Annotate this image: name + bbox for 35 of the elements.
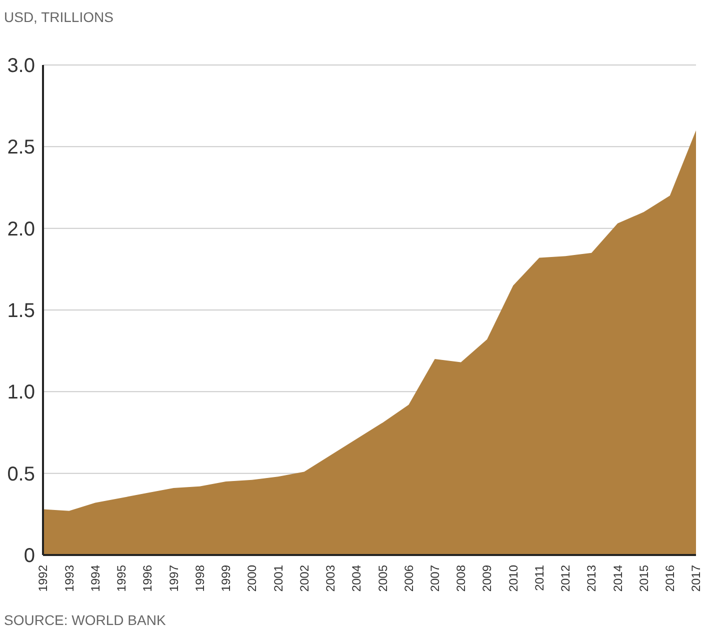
x-tick-label: 1993 <box>62 564 76 592</box>
x-tick-label: 2000 <box>245 564 260 592</box>
y-tick-label: 1.0 <box>7 382 35 404</box>
y-tick-label: 0.5 <box>7 463 35 486</box>
x-tick-label: 2007 <box>428 564 442 592</box>
y-axis-title: USD, TRILLIONS <box>4 9 114 25</box>
x-tick-label: 1998 <box>192 564 207 592</box>
x-tick-label: 1997 <box>166 564 181 592</box>
x-tick-label: 2009 <box>480 564 494 592</box>
y-tick-label: 2.5 <box>7 136 35 159</box>
y-tick-label: 2.0 <box>7 218 35 240</box>
x-tick-label: 2001 <box>271 564 286 592</box>
x-tick-label: 1999 <box>219 564 234 592</box>
x-tick-label: 2005 <box>376 564 390 592</box>
source-note: SOURCE: WORLD BANK <box>4 612 166 628</box>
x-tick-label: 1995 <box>114 564 129 592</box>
x-tick-label: 2003 <box>324 564 338 592</box>
x-tick-label: 2016 <box>663 564 678 592</box>
x-tick-label: 2008 <box>454 564 468 592</box>
y-tick-label: 0 <box>24 545 35 567</box>
x-tick-label: 2015 <box>636 564 651 592</box>
x-tick-label: 2012 <box>558 564 573 592</box>
x-tick-label: 2011 <box>532 564 546 591</box>
x-tick-label: 2010 <box>506 564 520 592</box>
y-tick-label: 1.5 <box>7 300 35 322</box>
x-tick-label: 2017 <box>689 564 704 592</box>
x-tick-label: 1996 <box>140 564 155 592</box>
x-tick-label: 2002 <box>297 564 312 592</box>
y-tick-label: 3.0 <box>7 55 35 77</box>
x-tick-label: 2013 <box>584 564 599 592</box>
x-tick-label: 2014 <box>610 564 625 592</box>
x-tick-label: 1994 <box>88 564 102 592</box>
x-tick-label: 1992 <box>36 564 50 592</box>
x-tick-label: 2006 <box>402 564 416 592</box>
x-tick-label: 2004 <box>350 564 364 592</box>
